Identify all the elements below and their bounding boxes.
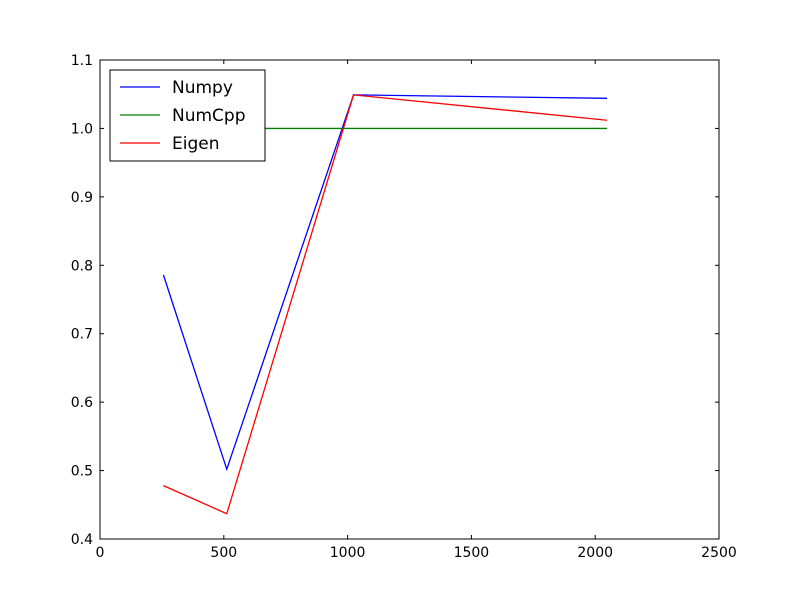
series-line-eigen bbox=[163, 94, 608, 515]
x-tick-label: 1500 bbox=[454, 545, 490, 561]
y-tick-label: 0.8 bbox=[71, 258, 93, 274]
y-tick-label: 0.5 bbox=[71, 464, 93, 480]
legend-label-eigen: Eigen bbox=[172, 134, 220, 154]
y-tick-label: 0.7 bbox=[71, 327, 93, 343]
y-tick-label: 1.1 bbox=[71, 53, 93, 69]
y-tick-label: 0.4 bbox=[71, 532, 93, 548]
x-tick-label: 2000 bbox=[577, 545, 613, 561]
x-tick-label: 0 bbox=[96, 545, 105, 561]
ticks-layer: 0 500 1000 1500 2000 2500 0.4 0.5 0.6 0.7 0.8 0.9 1.… bbox=[71, 53, 737, 561]
x-tick-label: 500 bbox=[210, 545, 237, 561]
legend-label-numpy: Numpy bbox=[172, 78, 233, 98]
plot-area-frame bbox=[99, 59, 720, 540]
series-line-numpy bbox=[162, 94, 608, 472]
x-tick-label: 2500 bbox=[701, 545, 737, 561]
legend: Numpy NumCpp Eigen bbox=[109, 69, 266, 162]
legend-label-numcpp: NumCpp bbox=[172, 106, 246, 126]
y-tick-label: 0.9 bbox=[71, 190, 93, 206]
x-tick-label: 1000 bbox=[330, 545, 366, 561]
y-tick-label: 1.0 bbox=[71, 121, 93, 137]
y-tick-label: 0.6 bbox=[71, 395, 93, 411]
